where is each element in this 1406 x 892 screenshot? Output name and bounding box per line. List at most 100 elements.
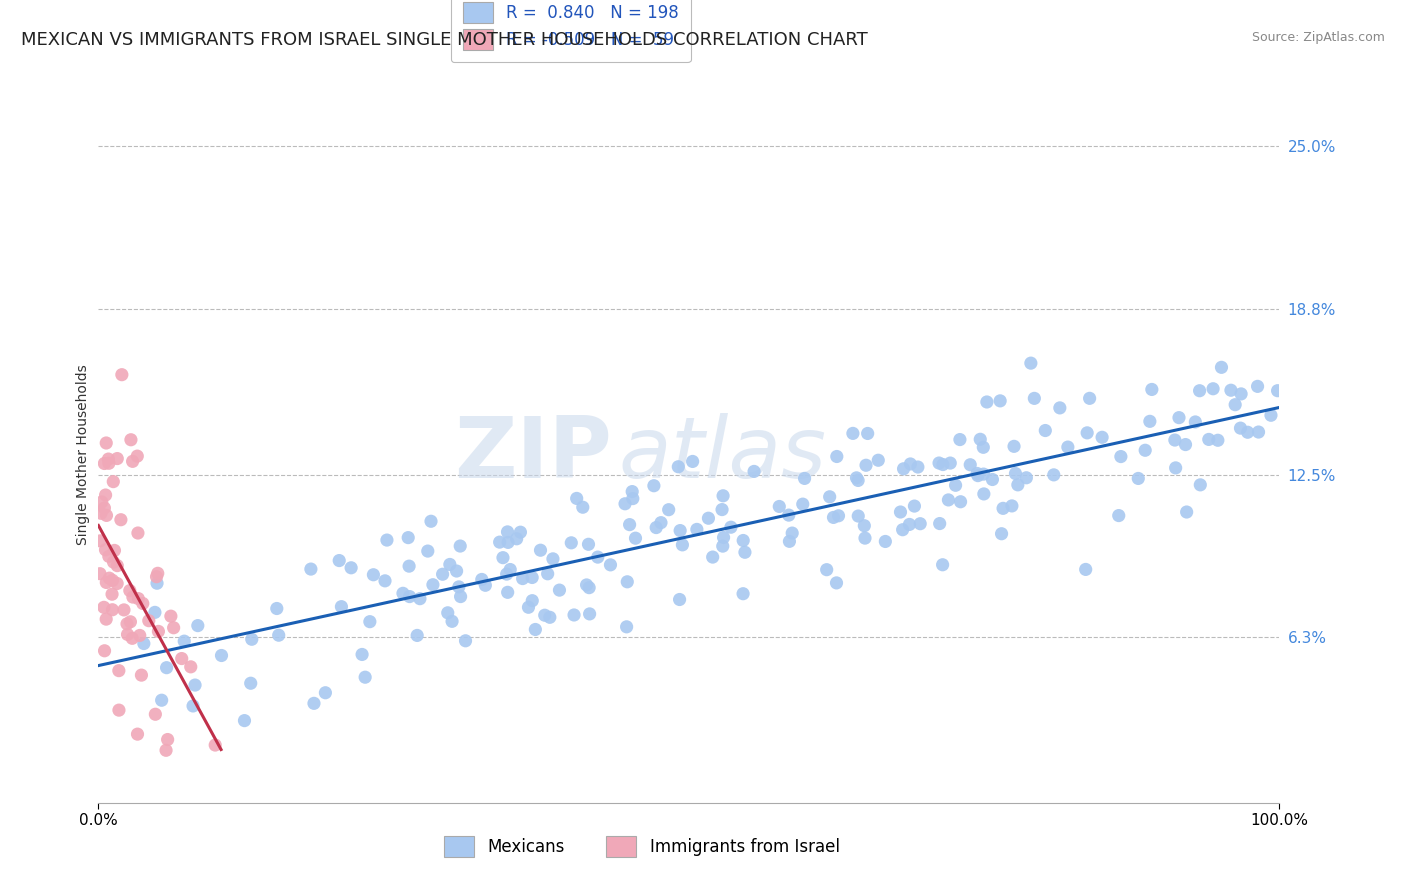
Point [492, 550, 515, 565]
Point [110, 513, 132, 527]
Point [93, 600, 115, 615]
Point [517, 600, 540, 615]
Point [949, 495, 972, 509]
Point [488, 535, 510, 549]
Point [422, 578, 444, 592]
Point [128, 628, 150, 642]
Point [121, 454, 143, 468]
Point [981, 473, 1004, 487]
Point [352, 648, 374, 662]
Point [624, 531, 647, 545]
Point [572, 500, 595, 515]
Point [1189, 478, 1212, 492]
Text: Source: ZipAtlas.com: Source: ZipAtlas.com [1251, 31, 1385, 45]
Point [818, 490, 841, 504]
Point [842, 426, 865, 441]
Point [1007, 478, 1029, 492]
Point [439, 558, 461, 572]
Point [1074, 562, 1097, 576]
Point [991, 501, 1014, 516]
Point [988, 393, 1011, 408]
Point [733, 587, 755, 601]
Point [359, 615, 381, 629]
Point [160, 609, 183, 624]
Point [1015, 471, 1038, 485]
Point [907, 460, 929, 475]
Point [1174, 437, 1197, 451]
Point [148, 624, 170, 639]
Point [846, 509, 869, 524]
Point [449, 539, 471, 553]
Point [146, 576, 169, 591]
Point [509, 525, 531, 540]
Point [815, 563, 838, 577]
Point [150, 693, 173, 707]
Point [184, 678, 207, 692]
Point [893, 462, 915, 476]
Point [132, 636, 155, 650]
Point [541, 552, 564, 566]
Point [1024, 392, 1046, 406]
Point [621, 491, 644, 506]
Point [1230, 387, 1253, 401]
Point [211, 648, 233, 663]
Point [1184, 415, 1206, 429]
Point [447, 580, 470, 594]
Point [522, 593, 544, 607]
Point [127, 449, 149, 463]
Point [702, 550, 724, 565]
Point [1164, 433, 1187, 447]
Point [94, 542, 117, 557]
Point [328, 553, 350, 567]
Point [928, 516, 950, 531]
Point [496, 524, 519, 539]
Point [1139, 414, 1161, 428]
Point [267, 628, 290, 642]
Point [1260, 409, 1282, 423]
Point [711, 502, 734, 516]
Point [170, 651, 193, 665]
Point [103, 475, 125, 489]
Point [90, 495, 112, 509]
Point [645, 520, 668, 534]
Point [398, 590, 420, 604]
Point [416, 544, 439, 558]
Point [537, 566, 560, 581]
Text: MEXICAN VS IMMIGRANTS FROM ISRAEL SINGLE MOTHER HOUSEHOLDS CORRELATION CHART: MEXICAN VS IMMIGRANTS FROM ISRAEL SINGLE… [21, 31, 868, 49]
Point [875, 534, 897, 549]
Y-axis label: Single Mother Households: Single Mother Households [76, 365, 90, 545]
Point [889, 505, 911, 519]
Point [101, 603, 124, 617]
Point [658, 502, 681, 516]
Point [734, 545, 756, 559]
Point [96, 436, 118, 450]
Point [97, 549, 120, 564]
Point [711, 539, 734, 553]
Point [768, 500, 790, 514]
Point [375, 533, 398, 547]
Point [89, 533, 111, 548]
Point [548, 583, 571, 598]
Point [127, 727, 149, 741]
Point [115, 616, 138, 631]
Point [1229, 421, 1251, 435]
Point [900, 457, 922, 471]
Point [1247, 425, 1270, 439]
Point [314, 686, 336, 700]
Point [103, 555, 125, 569]
Point [436, 606, 458, 620]
Point [856, 426, 879, 441]
Point [93, 644, 115, 658]
Point [103, 543, 125, 558]
Point [132, 597, 155, 611]
Point [111, 368, 134, 382]
Point [105, 558, 128, 573]
Point [98, 571, 121, 585]
Point [578, 581, 600, 595]
Point [1236, 425, 1258, 440]
Point [846, 474, 869, 488]
Point [474, 578, 496, 592]
Point [666, 459, 689, 474]
Point [825, 450, 848, 464]
Point [586, 550, 609, 565]
